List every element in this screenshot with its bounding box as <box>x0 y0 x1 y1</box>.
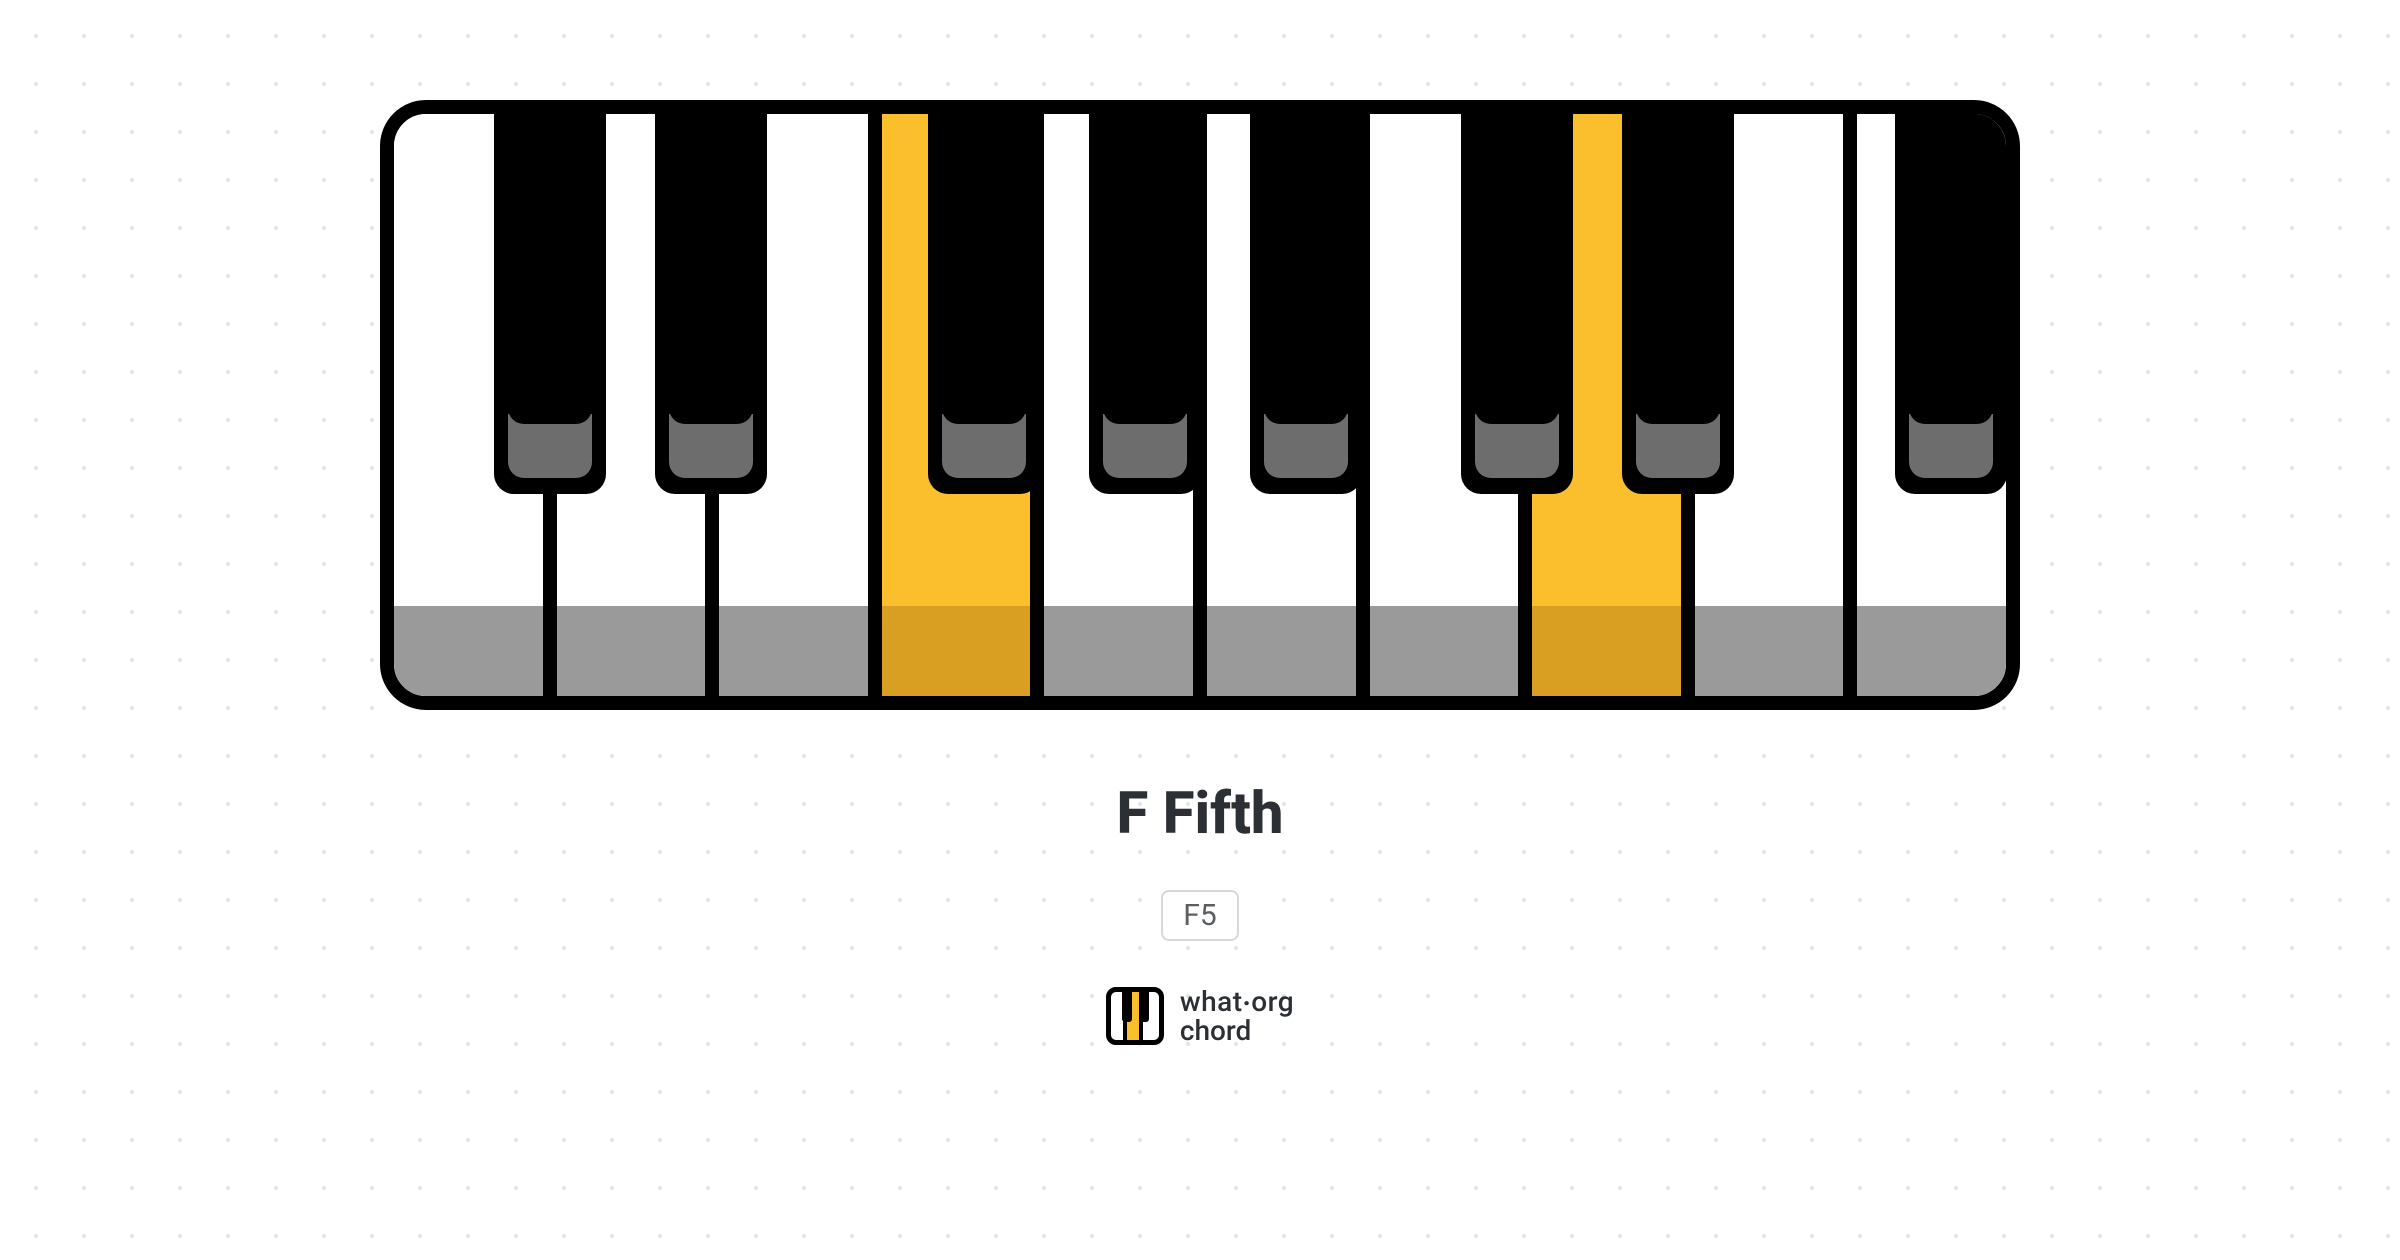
white-key <box>1857 114 2006 696</box>
brand-what: what <box>1180 985 1243 1018</box>
white-key <box>1044 114 1207 696</box>
piano-keyboard <box>380 100 2020 710</box>
brand-logo-icon <box>1106 987 1164 1045</box>
white-key <box>557 114 720 696</box>
chord-name: F Fifth <box>1117 780 1284 848</box>
white-key <box>1370 114 1533 696</box>
white-key <box>1532 114 1695 696</box>
white-key <box>394 114 557 696</box>
brand-footer: what.org chord <box>1106 987 1294 1046</box>
brand-text: what.org chord <box>1180 987 1294 1046</box>
white-key <box>719 114 882 696</box>
white-keys-row <box>394 114 2006 696</box>
chord-symbol-chip: F5 <box>1161 890 1238 941</box>
brand-chord: chord <box>1180 1016 1294 1045</box>
brand-tld: org <box>1251 985 1294 1018</box>
brand-dot: . <box>1243 979 1252 1012</box>
white-key <box>882 114 1045 696</box>
white-key <box>1695 114 1858 696</box>
white-key <box>1207 114 1370 696</box>
